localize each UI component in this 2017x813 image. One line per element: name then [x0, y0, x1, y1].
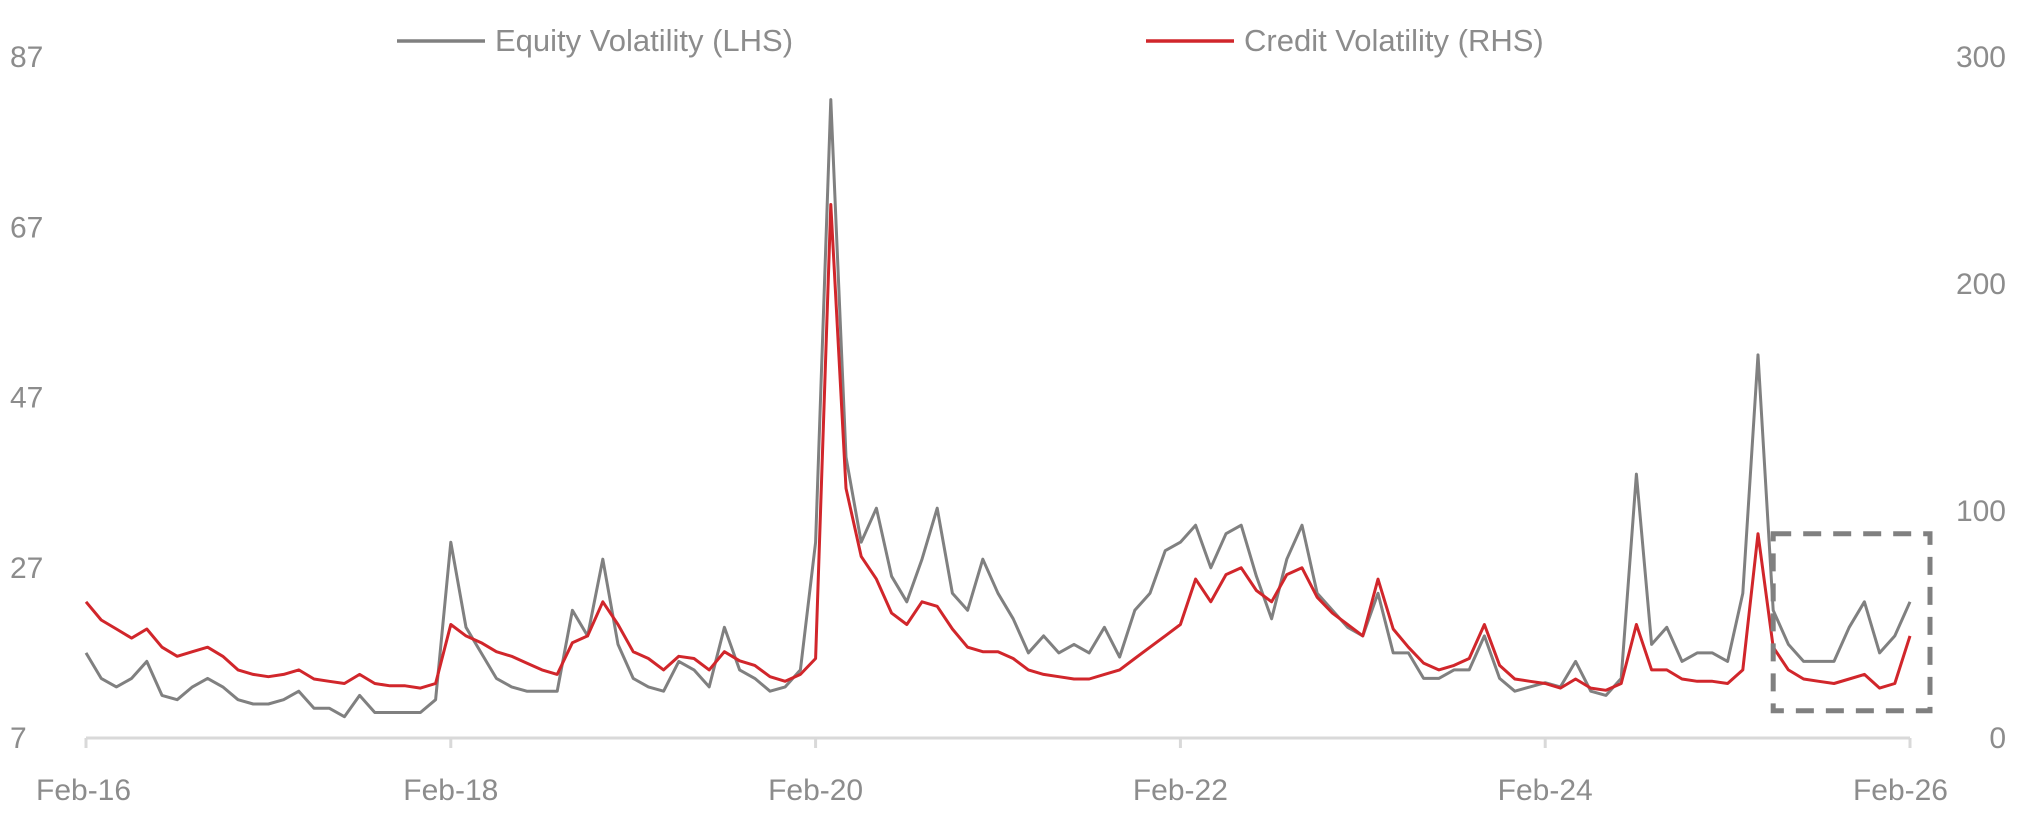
x-tick-label: Feb-18 — [403, 774, 498, 807]
y-right-tick-label: 100 — [1956, 495, 2006, 528]
series-line-credit — [84, 203, 1912, 692]
series-line-equity — [84, 98, 1912, 719]
y-right-tick-label: 200 — [1956, 268, 2006, 301]
y-left-tick-label: 87 — [10, 41, 43, 74]
legend-label-equity: Equity Volatility (LHS) — [495, 23, 793, 58]
x-tick-label: Feb-16 — [36, 774, 131, 807]
axes: Feb-16 Feb-18 Feb-20 Feb-22 Feb-24 Feb-26 7 27 4… — [10, 41, 2006, 807]
overlay — [1770, 531, 1933, 714]
y-right-tick-label: 0 — [1989, 722, 2006, 755]
series-group — [84, 98, 1912, 719]
legend-label-credit: Credit Volatility (RHS) — [1244, 23, 1544, 58]
x-tick-label: Feb-22 — [1133, 774, 1228, 807]
x-tick-label: Feb-24 — [1498, 774, 1593, 807]
legend: Equity Volatility (LHS) Credit Volatilit… — [397, 23, 1544, 58]
y-left-tick-label: 27 — [10, 552, 43, 585]
highlight-box — [1770, 531, 1933, 714]
y-right-tick-label: 300 — [1956, 41, 2006, 74]
x-tick-label: Feb-26 — [1853, 774, 1948, 807]
x-tick-label: Feb-20 — [768, 774, 863, 807]
y-left-tick-label: 47 — [10, 382, 43, 415]
y-left-tick-label: 7 — [10, 722, 27, 755]
y-left-tick-label: 67 — [10, 211, 43, 244]
